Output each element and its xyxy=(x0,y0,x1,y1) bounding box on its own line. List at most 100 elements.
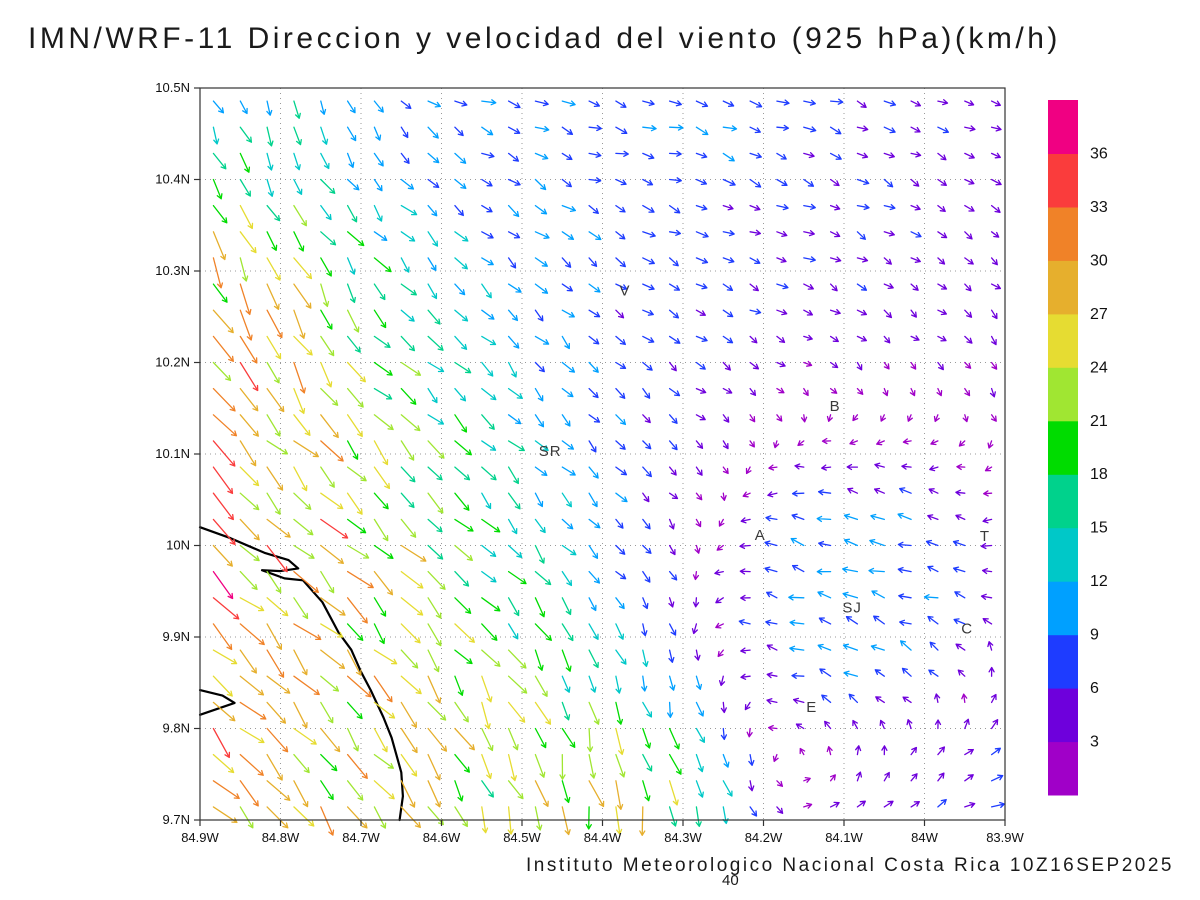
wind-arrow xyxy=(481,99,497,106)
wind-arrow xyxy=(454,623,475,643)
wind-arrow xyxy=(212,100,225,114)
wind-arrow xyxy=(481,597,501,612)
wind-arrow xyxy=(817,643,832,651)
wind-arrow xyxy=(427,414,445,425)
wind-arrow xyxy=(883,361,890,370)
wind-arrow xyxy=(266,597,289,617)
wind-arrow xyxy=(320,204,332,221)
wind-arrow xyxy=(744,701,751,711)
wind-arrow xyxy=(373,675,393,703)
y-tick-label: 10N xyxy=(166,538,190,553)
wind-arrow xyxy=(346,701,363,720)
wind-arrow xyxy=(534,361,545,373)
wind-arrow xyxy=(722,335,734,344)
wind-arrow xyxy=(668,257,679,267)
wind-arrow xyxy=(293,675,320,696)
wind-arrow xyxy=(788,594,805,601)
wind-arrow xyxy=(642,492,650,503)
wind-arrow xyxy=(561,231,575,240)
wind-arrow xyxy=(668,649,675,663)
wind-arrow xyxy=(561,492,572,508)
wind-arrow xyxy=(588,124,602,132)
wind-arrow xyxy=(937,798,947,808)
wind-arrow xyxy=(842,591,859,599)
wind-arrow xyxy=(400,414,421,432)
colorbar-label: 21 xyxy=(1090,413,1108,430)
wind-arrow xyxy=(668,727,680,750)
wind-arrow xyxy=(400,204,418,216)
wind-arrow xyxy=(427,518,443,533)
wind-arrow xyxy=(400,152,410,164)
wind-arrow xyxy=(481,361,494,377)
wind-arrow xyxy=(748,780,755,792)
wind-arrow xyxy=(818,617,832,625)
wind-arrow xyxy=(642,597,649,610)
wind-arrow xyxy=(722,283,734,291)
wind-arrow xyxy=(987,440,994,449)
wind-arrow xyxy=(239,806,254,829)
wind-arrow xyxy=(586,727,594,753)
chart-title: IMN/WRF-11 Direccion y velocidad del vie… xyxy=(28,22,1061,55)
wind-arrow xyxy=(842,566,859,573)
wind-arrow xyxy=(507,126,521,134)
wind-arrow xyxy=(715,622,724,629)
wind-arrow xyxy=(266,414,281,437)
wind-arrow xyxy=(212,466,234,495)
wind-arrow xyxy=(454,675,464,696)
wind-arrow xyxy=(373,178,383,192)
wind-arrow xyxy=(346,335,361,353)
wind-arrow xyxy=(695,414,706,421)
wind-arrow xyxy=(400,649,419,669)
wind-arrow xyxy=(829,98,844,105)
wind-arrow xyxy=(694,544,701,554)
wind-arrow xyxy=(802,387,809,397)
wind-arrow xyxy=(768,464,778,471)
wind-arrow xyxy=(910,178,920,187)
wind-arrow xyxy=(239,414,259,437)
wind-arrow xyxy=(790,537,805,547)
wind-arrow xyxy=(901,667,912,677)
footer-credit: Instituto Meteorologico Nacional Costa R… xyxy=(525,855,1174,876)
wind-arrow xyxy=(856,203,870,211)
wind-arrow xyxy=(320,544,344,564)
wind-arrow xyxy=(239,544,260,562)
wind-arrow xyxy=(507,701,526,723)
wind-arrow xyxy=(955,643,966,651)
wind-arrow xyxy=(454,152,467,164)
colorbar-segment xyxy=(1048,420,1078,475)
wind-arrow xyxy=(454,335,468,350)
wind-arrow xyxy=(692,570,700,581)
wind-arrow xyxy=(964,283,972,292)
wind-arrow xyxy=(876,439,885,446)
wind-arrow xyxy=(212,257,224,289)
wind-arrow xyxy=(293,623,322,641)
wind-arrow xyxy=(925,539,939,547)
wind-arrow xyxy=(615,544,626,555)
wind-arrow xyxy=(400,544,427,562)
wind-arrow xyxy=(899,619,912,626)
wind-arrow xyxy=(829,283,838,292)
wind-arrow xyxy=(400,492,415,509)
wind-arrow xyxy=(990,231,1000,238)
wind-arrow xyxy=(668,544,676,556)
wind-arrow xyxy=(695,466,703,476)
colorbar-label: 12 xyxy=(1090,573,1108,590)
wind-arrow xyxy=(936,387,943,397)
wind-arrow xyxy=(534,544,545,564)
wind-arrow xyxy=(534,570,552,586)
wind-arrow xyxy=(883,800,894,808)
wind-arrow xyxy=(481,440,497,451)
wind-arrow xyxy=(320,518,349,539)
wind-arrow xyxy=(212,780,240,800)
wind-arrow xyxy=(427,440,445,459)
wind-arrow xyxy=(239,701,267,720)
x-tick-label: 84.5W xyxy=(503,830,541,845)
wind-arrow xyxy=(910,126,921,133)
wind-arrow xyxy=(427,387,438,404)
wind-arrow xyxy=(910,231,922,238)
wind-arrow xyxy=(266,570,282,594)
wind-arrow xyxy=(874,669,885,677)
wind-arrow xyxy=(990,125,1002,132)
x-tick-label: 84.2W xyxy=(745,830,783,845)
wind-arrow xyxy=(722,309,734,318)
